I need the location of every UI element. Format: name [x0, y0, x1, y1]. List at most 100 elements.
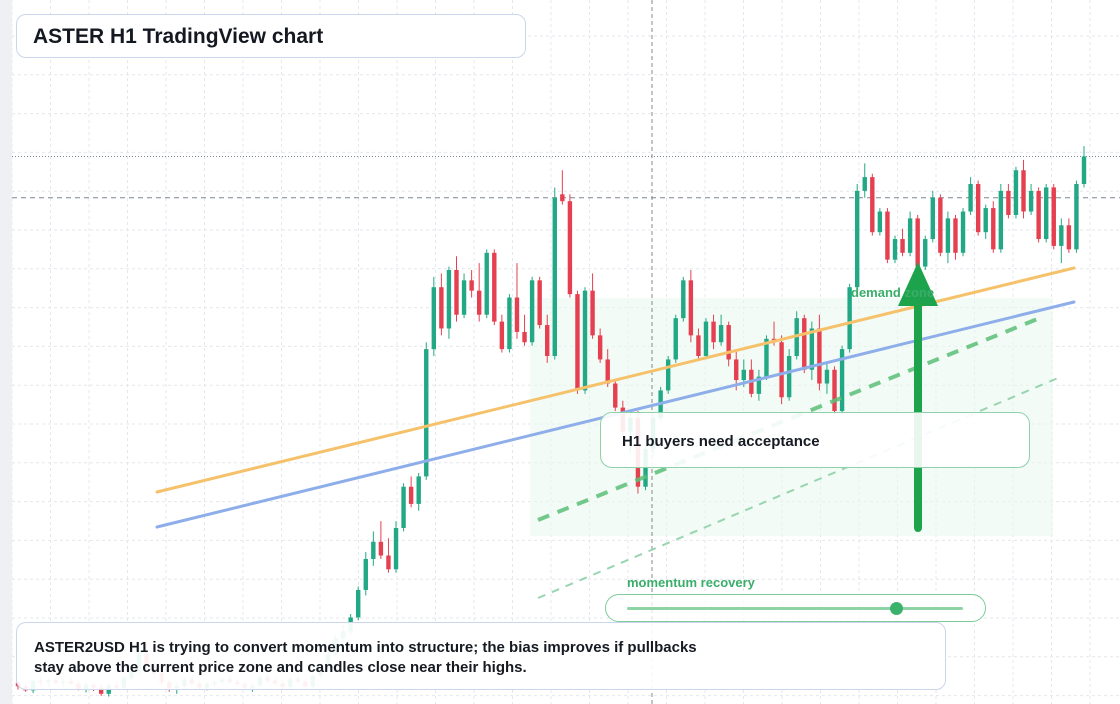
- chart-title: ASTER H1 TradingView chart: [33, 25, 324, 48]
- candle-body-up: [552, 197, 557, 356]
- candle-body-down: [1036, 190, 1041, 240]
- candle-body-up: [847, 287, 852, 350]
- candle-body-up: [1043, 187, 1049, 240]
- candle-body-up: [703, 321, 709, 356]
- candle-body-down: [590, 290, 595, 336]
- candle-body-down: [476, 290, 482, 315]
- candle-body-down: [1066, 225, 1072, 250]
- candle-body-up: [983, 208, 988, 233]
- candle-body-down: [1051, 187, 1056, 246]
- callout-text: H1 buyers need acceptance: [622, 433, 820, 450]
- candle-body-up: [1081, 156, 1087, 184]
- candle-body-down: [1021, 170, 1026, 212]
- candle-body-up: [424, 349, 429, 477]
- candle-body-down: [575, 294, 580, 391]
- candle-body-up: [923, 239, 928, 267]
- candle-body-down: [386, 555, 391, 570]
- candle-body-down: [696, 335, 701, 356]
- candle-body-up: [507, 297, 512, 350]
- candle-body-down: [817, 328, 822, 384]
- candle-body-up: [786, 356, 792, 398]
- momentum-label: momentum recovery: [627, 575, 755, 590]
- candle-body-up: [416, 476, 421, 504]
- candle-body-down: [613, 383, 618, 408]
- candle-body-up: [968, 184, 973, 212]
- momentum-knob[interactable]: [889, 602, 903, 615]
- candle-body-down: [938, 197, 943, 253]
- candle-body-up: [892, 239, 898, 260]
- candle-body-down: [900, 239, 905, 253]
- candle-body-up: [484, 252, 489, 315]
- candle-body-down: [779, 342, 784, 398]
- candle-body-up: [756, 376, 762, 394]
- candle-body-down: [98, 687, 104, 694]
- candle-body-up: [1059, 225, 1064, 246]
- candle-body-up: [356, 589, 361, 618]
- candle-body-down: [726, 325, 731, 360]
- candle-body-down: [711, 321, 716, 343]
- candle-body-down: [567, 201, 573, 295]
- candle-body-down: [499, 321, 505, 350]
- candle-body-up: [741, 369, 746, 381]
- candle-body-up: [945, 218, 951, 253]
- candle-body-up: [930, 197, 935, 240]
- candle-body-up: [665, 359, 671, 391]
- candle-body-down: [605, 359, 610, 384]
- candle-body-up: [1074, 184, 1079, 250]
- candle-body-down: [991, 208, 996, 250]
- candle-body-up: [681, 280, 686, 319]
- callout-box: H1 buyers need acceptance: [600, 412, 1030, 468]
- candle-body-up: [431, 287, 437, 350]
- candle-body-up: [862, 177, 867, 191]
- candle-body-down: [1006, 190, 1011, 215]
- candle-body-down: [454, 270, 459, 315]
- momentum-track: [627, 607, 963, 610]
- candle-body-down: [802, 318, 807, 370]
- candle-body-up: [824, 369, 830, 384]
- candle-body-down: [870, 177, 875, 233]
- title-card: ASTER H1 TradingView chart: [16, 14, 526, 58]
- candle-body-up: [371, 541, 376, 559]
- candle-body-down: [975, 184, 981, 233]
- candle-body-down: [492, 252, 497, 322]
- candle-body-up: [960, 211, 966, 253]
- candle-body-up: [839, 349, 845, 412]
- candle-body-down: [408, 486, 414, 504]
- candle-body-down: [514, 297, 520, 332]
- candle-body-up: [764, 338, 769, 377]
- description-text: ASTER2USD H1 is trying to convert moment…: [34, 639, 697, 676]
- bullish-arrow-head: [898, 262, 938, 306]
- candle-body-down: [885, 211, 890, 260]
- candle-body-up: [582, 290, 588, 391]
- candle-body-up: [529, 280, 535, 343]
- candle-body-down: [688, 280, 694, 336]
- left-edge-strip: [0, 0, 12, 704]
- candle-body-down: [953, 218, 958, 253]
- channel-line-dashed: [537, 316, 1041, 522]
- candle-body-up: [401, 486, 406, 528]
- candle-body-down: [469, 280, 474, 291]
- description-card: ASTER2USD H1 is trying to convert moment…: [16, 622, 946, 690]
- candle-body-up: [907, 218, 913, 253]
- candle-body-down: [597, 335, 603, 360]
- candle-body-down: [915, 218, 920, 267]
- candle-body-down: [522, 331, 527, 343]
- candle-body-up: [446, 270, 452, 329]
- candle-body-down: [378, 541, 384, 556]
- candle-body-down: [537, 280, 542, 326]
- candle-body-down: [734, 359, 739, 381]
- candle-body-up: [673, 318, 678, 360]
- demand-zone-label: demand zone: [851, 285, 935, 300]
- momentum-slider[interactable]: [605, 594, 986, 622]
- candle-body-up: [461, 280, 467, 315]
- candle-body-down: [560, 194, 565, 202]
- candle-body-up: [854, 190, 860, 288]
- candle-body-up: [1028, 190, 1034, 212]
- candle-body-up: [363, 558, 368, 590]
- candle-body-up: [718, 325, 724, 343]
- candle-body-up: [809, 328, 815, 370]
- candle-body-up: [998, 190, 1004, 250]
- candle-body-up: [877, 211, 883, 233]
- candle-body-down: [545, 325, 550, 356]
- candle-body-down: [439, 287, 444, 329]
